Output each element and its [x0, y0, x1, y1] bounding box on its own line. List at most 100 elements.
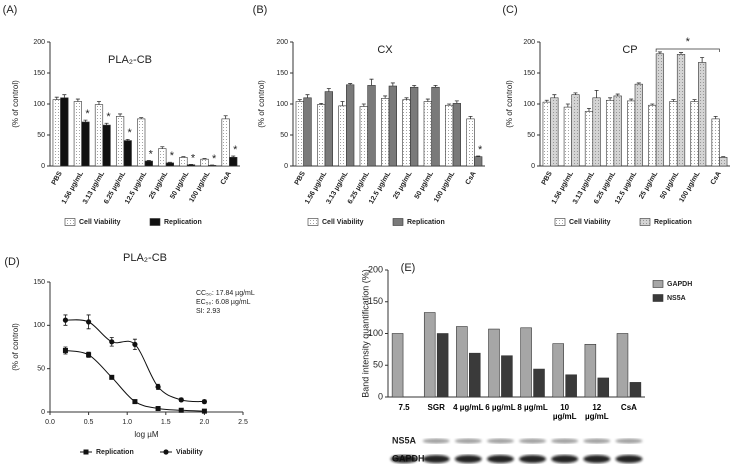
y-tick-label: 200 [33, 39, 45, 46]
y-tick-label: 0 [284, 163, 288, 170]
legend-swatch-pattern [555, 218, 565, 226]
error-bar [454, 100, 459, 104]
error-bar [447, 103, 452, 106]
error-bar [340, 101, 345, 106]
blot-band [615, 438, 643, 444]
blot-band [519, 438, 547, 444]
bar-pattern [635, 84, 643, 166]
x-tick-label: 1.0 [122, 419, 132, 426]
legend-label: Cell Viability [569, 219, 611, 226]
x-tick-label: 7.5 [398, 403, 410, 412]
bar [436, 333, 449, 398]
bar [102, 124, 111, 167]
bar [452, 103, 461, 167]
bar-pattern [381, 98, 389, 166]
bar [391, 333, 404, 398]
x-tick-label: 6 µg/mL [485, 403, 516, 412]
error-bar [573, 92, 578, 95]
x-tick-label: 12 µg/mL [584, 403, 609, 421]
bar-pattern [698, 62, 706, 166]
bar [208, 165, 217, 167]
curve [65, 319, 205, 403]
blot-band [551, 455, 579, 463]
x-tick-label: 12.5 µg/mL [614, 170, 639, 206]
bar-pattern [158, 148, 167, 166]
error-bar [348, 83, 353, 85]
y-tick-label: 50 [37, 366, 45, 373]
x-tick-label: 0.5 [84, 419, 94, 426]
bar [629, 382, 642, 398]
blot-band [454, 438, 482, 444]
x-tick-label: 3.13 µg/mL [325, 170, 350, 206]
error-bar [361, 103, 366, 107]
bar [584, 343, 597, 398]
bar [488, 328, 500, 398]
bar [324, 91, 333, 167]
error-bar [425, 98, 430, 102]
error-bar [552, 94, 557, 98]
error-bar [167, 161, 172, 163]
blot-band [486, 438, 514, 444]
error-bar [319, 102, 324, 105]
y-tick-label: 0 [41, 409, 45, 416]
error-bar [390, 82, 395, 87]
annotation: EC₅₀: 6.08 µg/mL [196, 299, 251, 306]
y-tick-label: 50 [527, 132, 535, 139]
y-tick-label: 100 [368, 328, 383, 338]
annotation: CC₅₀: 17.84 µg/mL [196, 290, 255, 297]
panel-label: (A) [3, 4, 18, 16]
error-bar [721, 156, 726, 158]
bar-pattern [677, 54, 685, 166]
x-tick-label: 4 µg/mL [453, 403, 484, 412]
x-tick-label: 1.5 [161, 419, 171, 426]
y-tick-label: 150 [33, 279, 45, 286]
x-tick-label: 2.5 [238, 419, 248, 426]
y-tick-label: 50 [280, 132, 288, 139]
bar [456, 326, 468, 398]
significance-mark: * [686, 36, 691, 48]
point [109, 374, 115, 380]
bar-pattern [606, 100, 614, 166]
bar [165, 162, 175, 167]
error-bar [657, 51, 662, 54]
y-tick-label: 100 [523, 101, 535, 108]
significance-mark: * [191, 152, 196, 164]
blot-label: NS5A [392, 435, 417, 445]
bar [565, 374, 577, 398]
error-bar [586, 107, 591, 112]
bar [303, 97, 312, 167]
y-axis-label: (% of control) [505, 80, 514, 128]
legend-label: Replication [654, 219, 692, 226]
bar [533, 368, 545, 398]
bar-pattern [656, 53, 664, 166]
x-tick-label: 100 µg/mL [433, 170, 457, 204]
point [132, 399, 138, 405]
bar-pattern [295, 101, 304, 166]
bar-pattern [690, 101, 699, 166]
bar-pattern [423, 101, 432, 166]
x-tick-label: 1.56 µg/mL [304, 170, 329, 206]
error-bar [476, 155, 481, 157]
point [132, 341, 138, 347]
y-tick-label: 200 [523, 39, 535, 46]
legend-label: GAPDH [667, 281, 692, 288]
y-tick-label: 50 [37, 132, 45, 139]
legend-label: Viability [176, 449, 203, 456]
x-tick-label: 10 µg/mL [552, 403, 577, 421]
bar [597, 377, 610, 398]
x-tick-label: 12.5 µg/mL [124, 170, 149, 206]
x-tick-label: 50 µg/mL [659, 170, 681, 201]
bar-pattern [627, 100, 635, 166]
bar-pattern [719, 157, 728, 166]
error-bar [54, 96, 59, 100]
panel-label: (B) [253, 4, 268, 16]
point [62, 317, 69, 323]
bar-pattern [711, 118, 720, 166]
y-tick-label: 0 [41, 163, 45, 170]
bar [144, 160, 153, 167]
x-tick-label: PBS [51, 170, 64, 186]
x-tick-label: 6.25 µg/mL [593, 170, 618, 206]
error-bar [75, 98, 80, 102]
